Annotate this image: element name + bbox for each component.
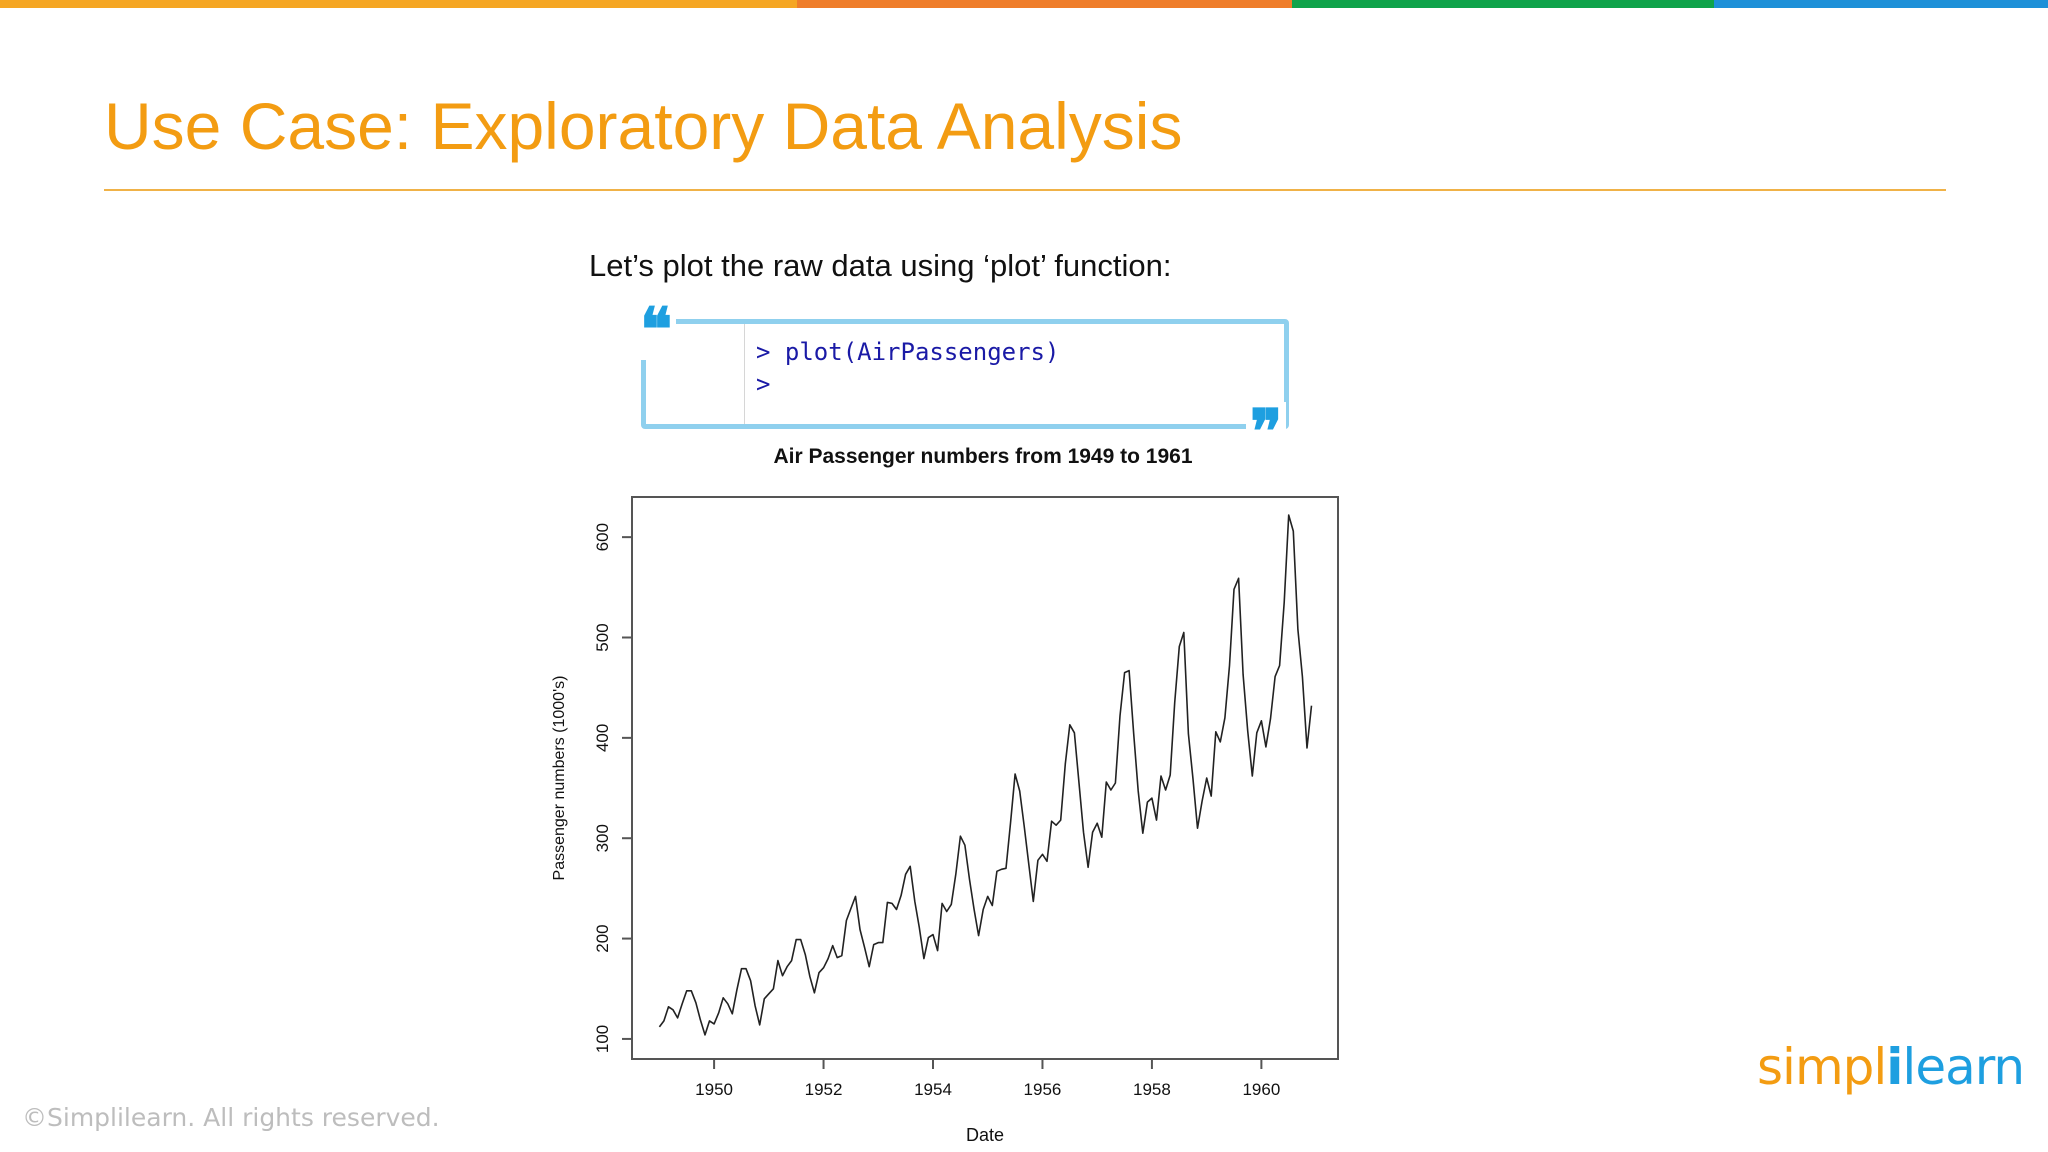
intro-text: Let’s plot the raw data using ‘plot’ fun…: [589, 248, 1172, 283]
chart-title: Air Passenger numbers from 1949 to 1961: [773, 445, 1192, 468]
y-tick-label: 300: [593, 824, 612, 852]
series-line: [658, 514, 1313, 1036]
plot-frame: [631, 496, 1339, 1060]
top-bar-segment: [796, 0, 1293, 8]
code-gutter: [744, 324, 745, 424]
close-quote-icon: ❞: [1246, 402, 1287, 462]
y-tick-label: 200: [593, 924, 612, 952]
x-axis-label: Date: [966, 1125, 1004, 1145]
y-tick-label: 400: [593, 724, 612, 752]
x-tick-label: 1958: [1133, 1080, 1171, 1099]
y-tick-label: 500: [593, 623, 612, 651]
air-passengers-chart: Air Passenger numbers from 1949 to 1961 …: [551, 445, 1339, 1145]
title-divider: [104, 189, 1946, 191]
code-line-command: > plot(AirPassengers): [756, 338, 1060, 366]
slide-title: Use Case: Exploratory Data Analysis: [104, 89, 1183, 163]
code-line-prompt: >: [756, 370, 785, 398]
simplilearn-logo: simplilearn: [1757, 1038, 2025, 1096]
top-bar-segment: [0, 0, 797, 8]
y-tick-label: 600: [593, 523, 612, 551]
x-tick-label: 1950: [695, 1080, 733, 1099]
logo-text-left: simpl: [1757, 1038, 1887, 1096]
x-tick-label: 1952: [805, 1080, 843, 1099]
top-color-bar: [0, 0, 2048, 8]
y-axis-label: Passenger numbers (1000's): [551, 676, 568, 881]
x-tick-label: 1954: [914, 1080, 952, 1099]
copyright-text: ©Simplilearn. All rights reserved.: [22, 1103, 440, 1132]
code-snippet-box: > plot(AirPassengers) >: [641, 319, 1289, 429]
x-axis: 1950 1952 1954 1956 1958 1960: [695, 1059, 1280, 1099]
top-bar-segment: [1714, 0, 2048, 8]
y-tick-label: 100: [593, 1025, 612, 1053]
x-tick-label: 1960: [1242, 1080, 1280, 1099]
y-axis: 100 200 300 400 500 600: [593, 523, 632, 1053]
top-bar-segment: [1292, 0, 1715, 8]
logo-text-right: learn: [1902, 1038, 2025, 1096]
open-quote-icon: ❝: [636, 300, 677, 360]
x-tick-label: 1956: [1024, 1080, 1062, 1099]
logo-mark: i: [1886, 1038, 1903, 1096]
